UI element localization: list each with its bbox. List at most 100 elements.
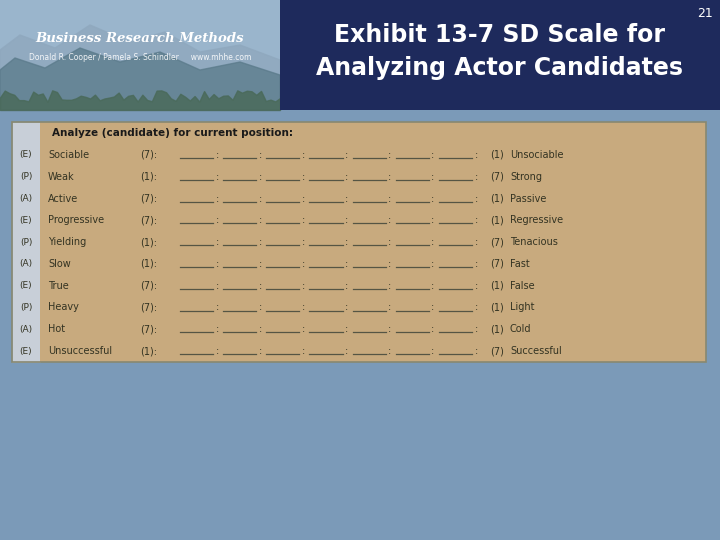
Text: Analyzing Actor Candidates: Analyzing Actor Candidates — [317, 56, 683, 80]
Text: (E): (E) — [19, 151, 32, 159]
Text: :: : — [431, 150, 434, 160]
Text: :: : — [302, 172, 305, 181]
Text: (P): (P) — [20, 172, 32, 181]
Text: :: : — [215, 150, 219, 160]
Text: Yielding: Yielding — [48, 237, 86, 247]
Text: :: : — [474, 281, 477, 291]
Text: :: : — [345, 237, 348, 247]
Text: :: : — [431, 346, 434, 356]
Text: :: : — [345, 150, 348, 160]
Text: Unsociable: Unsociable — [510, 150, 564, 160]
Text: :: : — [345, 172, 348, 181]
Text: (E): (E) — [19, 281, 32, 290]
Text: :: : — [474, 302, 477, 313]
Text: :: : — [302, 193, 305, 204]
Text: (7):: (7): — [140, 215, 157, 225]
Text: (A): (A) — [19, 259, 32, 268]
Text: :: : — [215, 325, 219, 334]
Text: (7):: (7): — [140, 325, 157, 334]
Text: 21: 21 — [697, 7, 713, 20]
Text: :: : — [215, 281, 219, 291]
Text: :: : — [388, 325, 392, 334]
FancyBboxPatch shape — [0, 0, 280, 110]
Text: :: : — [474, 150, 477, 160]
Text: True: True — [48, 281, 68, 291]
Text: (7):: (7): — [140, 150, 157, 160]
Text: Progressive: Progressive — [48, 215, 104, 225]
Text: Light: Light — [510, 302, 534, 313]
FancyBboxPatch shape — [280, 0, 720, 110]
Text: :: : — [345, 193, 348, 204]
Text: :: : — [474, 237, 477, 247]
Text: :: : — [215, 193, 219, 204]
Polygon shape — [0, 25, 280, 110]
Text: :: : — [258, 302, 262, 313]
Text: (1): (1) — [490, 325, 504, 334]
Text: :: : — [431, 281, 434, 291]
Text: Cold: Cold — [510, 325, 531, 334]
Text: :: : — [388, 215, 392, 225]
Text: :: : — [215, 215, 219, 225]
Text: :: : — [388, 237, 392, 247]
Text: :: : — [431, 237, 434, 247]
FancyBboxPatch shape — [0, 0, 720, 110]
Text: :: : — [474, 325, 477, 334]
Text: :: : — [215, 346, 219, 356]
Text: :: : — [474, 172, 477, 181]
Text: Slow: Slow — [48, 259, 71, 269]
Text: (A): (A) — [19, 194, 32, 203]
Text: (7): (7) — [490, 346, 504, 356]
Text: :: : — [345, 325, 348, 334]
Text: :: : — [302, 325, 305, 334]
Text: :: : — [258, 193, 262, 204]
Text: :: : — [345, 215, 348, 225]
Text: (1): (1) — [490, 193, 504, 204]
Text: (7):: (7): — [140, 302, 157, 313]
Text: :: : — [302, 346, 305, 356]
Text: :: : — [388, 302, 392, 313]
Text: :: : — [258, 281, 262, 291]
Text: :: : — [302, 302, 305, 313]
FancyBboxPatch shape — [40, 122, 706, 362]
Text: (1): (1) — [490, 302, 504, 313]
Text: :: : — [388, 346, 392, 356]
Text: (7): (7) — [490, 237, 504, 247]
Text: Strong: Strong — [510, 172, 542, 181]
Text: :: : — [431, 172, 434, 181]
Text: :: : — [431, 215, 434, 225]
Text: Regressive: Regressive — [510, 215, 563, 225]
Text: (1): (1) — [490, 215, 504, 225]
Text: (A): (A) — [19, 325, 32, 334]
Text: Donald R. Cooper / Pamela S. Schindler     www.mhhe.com: Donald R. Cooper / Pamela S. Schindler w… — [29, 52, 251, 62]
Text: Passive: Passive — [510, 193, 546, 204]
Polygon shape — [0, 48, 280, 110]
Text: :: : — [215, 237, 219, 247]
Text: :: : — [258, 150, 262, 160]
Text: (E): (E) — [19, 347, 32, 356]
Text: :: : — [302, 259, 305, 269]
Text: :: : — [431, 302, 434, 313]
Text: :: : — [345, 259, 348, 269]
Text: Weak: Weak — [48, 172, 75, 181]
Text: Analyze (candidate) for current position:: Analyze (candidate) for current position… — [52, 128, 293, 138]
Text: Active: Active — [48, 193, 78, 204]
Text: :: : — [302, 281, 305, 291]
Text: :: : — [474, 193, 477, 204]
Text: :: : — [345, 346, 348, 356]
Text: :: : — [215, 259, 219, 269]
Text: Unsuccessful: Unsuccessful — [48, 346, 112, 356]
Text: (1):: (1): — [140, 346, 157, 356]
FancyBboxPatch shape — [12, 122, 40, 362]
Text: (7): (7) — [490, 172, 504, 181]
Text: (1):: (1): — [140, 259, 157, 269]
Text: (P): (P) — [20, 303, 32, 312]
Text: (7):: (7): — [140, 193, 157, 204]
Text: :: : — [474, 215, 477, 225]
Text: :: : — [345, 281, 348, 291]
Text: (1): (1) — [490, 150, 504, 160]
Text: (1):: (1): — [140, 237, 157, 247]
Text: Business Research Methods: Business Research Methods — [36, 31, 244, 44]
Text: Hot: Hot — [48, 325, 65, 334]
Text: :: : — [431, 193, 434, 204]
Text: Exhibit 13-7 SD Scale for: Exhibit 13-7 SD Scale for — [335, 23, 665, 47]
